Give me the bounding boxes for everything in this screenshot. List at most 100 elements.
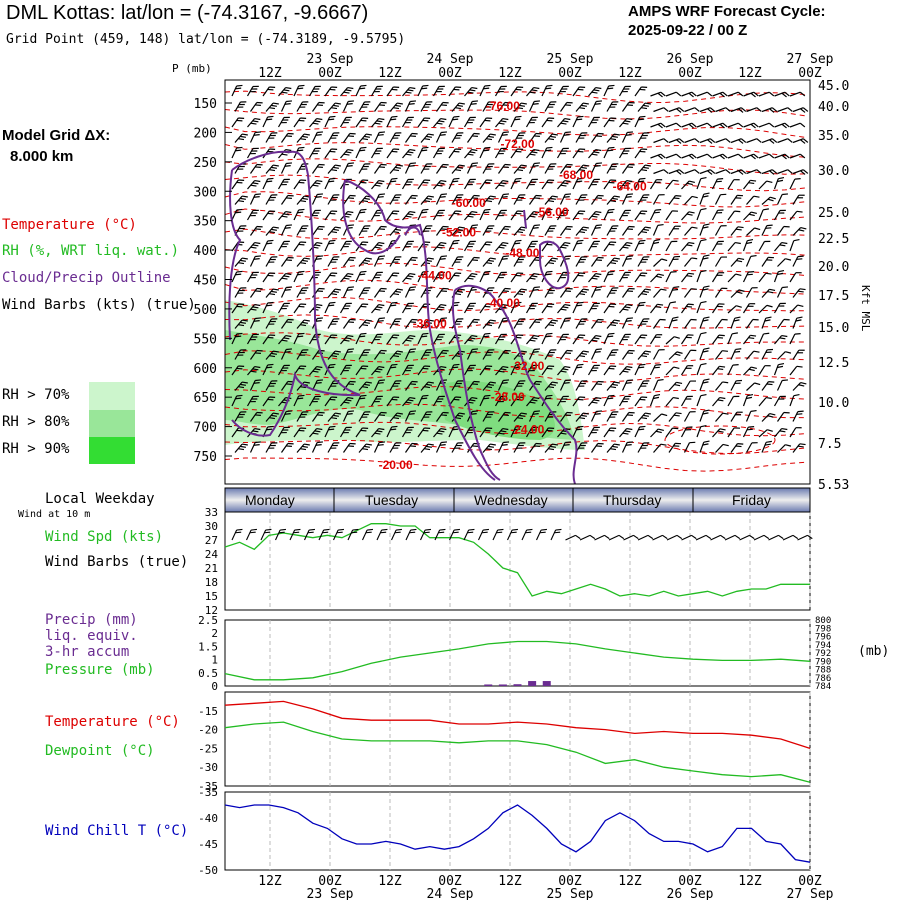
- wind-barb-feather: [643, 228, 649, 231]
- wind-barb-feather: [709, 107, 716, 112]
- wind-barb-feather: [426, 101, 433, 103]
- wind-barb-feather: [733, 179, 740, 181]
- wind-barb-feather: [252, 147, 259, 150]
- wind-barb-feather: [271, 166, 277, 169]
- wind-barb-feather: [317, 255, 324, 258]
- wind-barb-feather: [457, 104, 463, 107]
- wind-barb-staff: [622, 350, 630, 360]
- wind-barb-staff: [684, 226, 693, 236]
- precip-tick-label: 1.5: [198, 640, 218, 653]
- wind-barb-feather: [627, 131, 634, 134]
- wind-barb: [653, 107, 669, 113]
- wind-barb-staff: [249, 132, 256, 143]
- wind-barb: [417, 117, 431, 128]
- wind-barb: [265, 194, 278, 205]
- precip-tick-label: 1: [211, 654, 218, 667]
- wind-barb-feather: [722, 122, 728, 128]
- wind-barb-feather: [737, 226, 744, 229]
- wind-barb-feather: [581, 132, 588, 134]
- wind-barb-feather: [594, 227, 601, 229]
- wind-barb-feather: [593, 151, 600, 154]
- wind-barb-feather: [271, 442, 278, 444]
- wind-barb-feather: [407, 116, 414, 119]
- wind-barb: [479, 270, 491, 283]
- wind-barb: [727, 91, 744, 97]
- wind-barb-staff: [789, 122, 801, 128]
- wind-barb-feather: [547, 168, 554, 170]
- wind-barb-feather: [545, 149, 552, 152]
- pressure-label: Pressure (mb): [45, 662, 155, 678]
- wind-barb-feather: [299, 168, 306, 170]
- wind-barb: [621, 441, 634, 453]
- wind-barb: [730, 348, 742, 360]
- wind-barb-feather: [565, 317, 572, 320]
- wind-barb: [715, 169, 731, 175]
- wind-barb-feather: [280, 245, 287, 248]
- wind-barb-feather: [268, 199, 275, 201]
- wind-barb: [789, 238, 800, 252]
- wind-barb-staff: [231, 85, 238, 97]
- wind-barb-feather: [516, 199, 523, 201]
- wind-barb-staff: [404, 287, 411, 298]
- wind-barb-staff: [479, 85, 486, 97]
- surface-wind-barb-staff: [797, 534, 808, 541]
- wind-barb-feather: [626, 179, 633, 183]
- wind-barb: [234, 443, 248, 453]
- wind-barb-staff: [435, 132, 442, 143]
- wind-barb-staff: [622, 226, 630, 236]
- wind-barb-feather: [519, 166, 525, 169]
- surface-wind-barb-feather: [792, 534, 799, 540]
- wind-barb-staff: [668, 195, 676, 205]
- wind-barb-feather: [765, 272, 772, 275]
- wind-barb-feather: [534, 135, 540, 137]
- wind-barb-feather: [271, 228, 277, 231]
- wind-barb-feather: [769, 108, 775, 113]
- wind-barb-feather: [736, 259, 743, 263]
- wind-barb-feather: [485, 106, 492, 108]
- wind-barb-staff: [774, 428, 783, 438]
- wind-barb-staff: [603, 271, 610, 283]
- temperature-contour-line: [225, 350, 806, 365]
- wind-barb-feather: [489, 195, 496, 198]
- wind-barb-feather: [329, 239, 336, 242]
- wind-barb-feather: [500, 85, 507, 88]
- wind-barb-feather: [328, 180, 335, 183]
- wind-barb-feather: [514, 242, 521, 245]
- wind-barb-feather: [344, 243, 351, 245]
- wind-barb: [590, 224, 603, 236]
- wind-barb-feather: [333, 318, 340, 320]
- wind-barb-staff: [603, 241, 611, 252]
- wind-barb: [278, 148, 292, 159]
- wind-barb-feather: [426, 197, 432, 200]
- wind-barb-feather: [610, 241, 617, 243]
- wind-barb-staff: [789, 153, 801, 159]
- wind-barb: [280, 162, 293, 174]
- wind-barb-feather: [672, 210, 679, 212]
- wind-barb: [730, 138, 747, 144]
- wind-barb-staff: [262, 272, 270, 283]
- wind-barb-feather: [238, 165, 245, 168]
- wind-barb-feather: [707, 108, 713, 113]
- wind-barb-staff: [699, 255, 705, 267]
- wind-barb: [637, 288, 651, 298]
- wind-barb-feather: [283, 240, 290, 243]
- wind-barb: [712, 91, 728, 98]
- wind-barb-feather: [236, 181, 243, 184]
- wind-barb-staff: [758, 209, 764, 221]
- pressure-tick-label: 300: [194, 185, 217, 200]
- wind-barb-feather: [643, 318, 650, 320]
- wind-barb: [712, 303, 725, 314]
- wind-barb: [773, 269, 785, 283]
- surface-wind-barb-staff: [362, 529, 368, 541]
- temperature-contour-line: [225, 246, 806, 258]
- wind-barb: [712, 153, 728, 160]
- temperature-contour-line: [225, 314, 806, 329]
- wind-barb-feather: [638, 180, 645, 183]
- wind-barb-feather: [238, 200, 245, 203]
- wind-barb-feather: [750, 92, 756, 98]
- wind-barb-feather: [317, 104, 323, 106]
- wind-barb-feather: [768, 153, 775, 159]
- surface-wind-barb-feather: [662, 534, 668, 540]
- wind-barb-staff: [789, 304, 799, 314]
- wind-barb-feather: [661, 258, 668, 262]
